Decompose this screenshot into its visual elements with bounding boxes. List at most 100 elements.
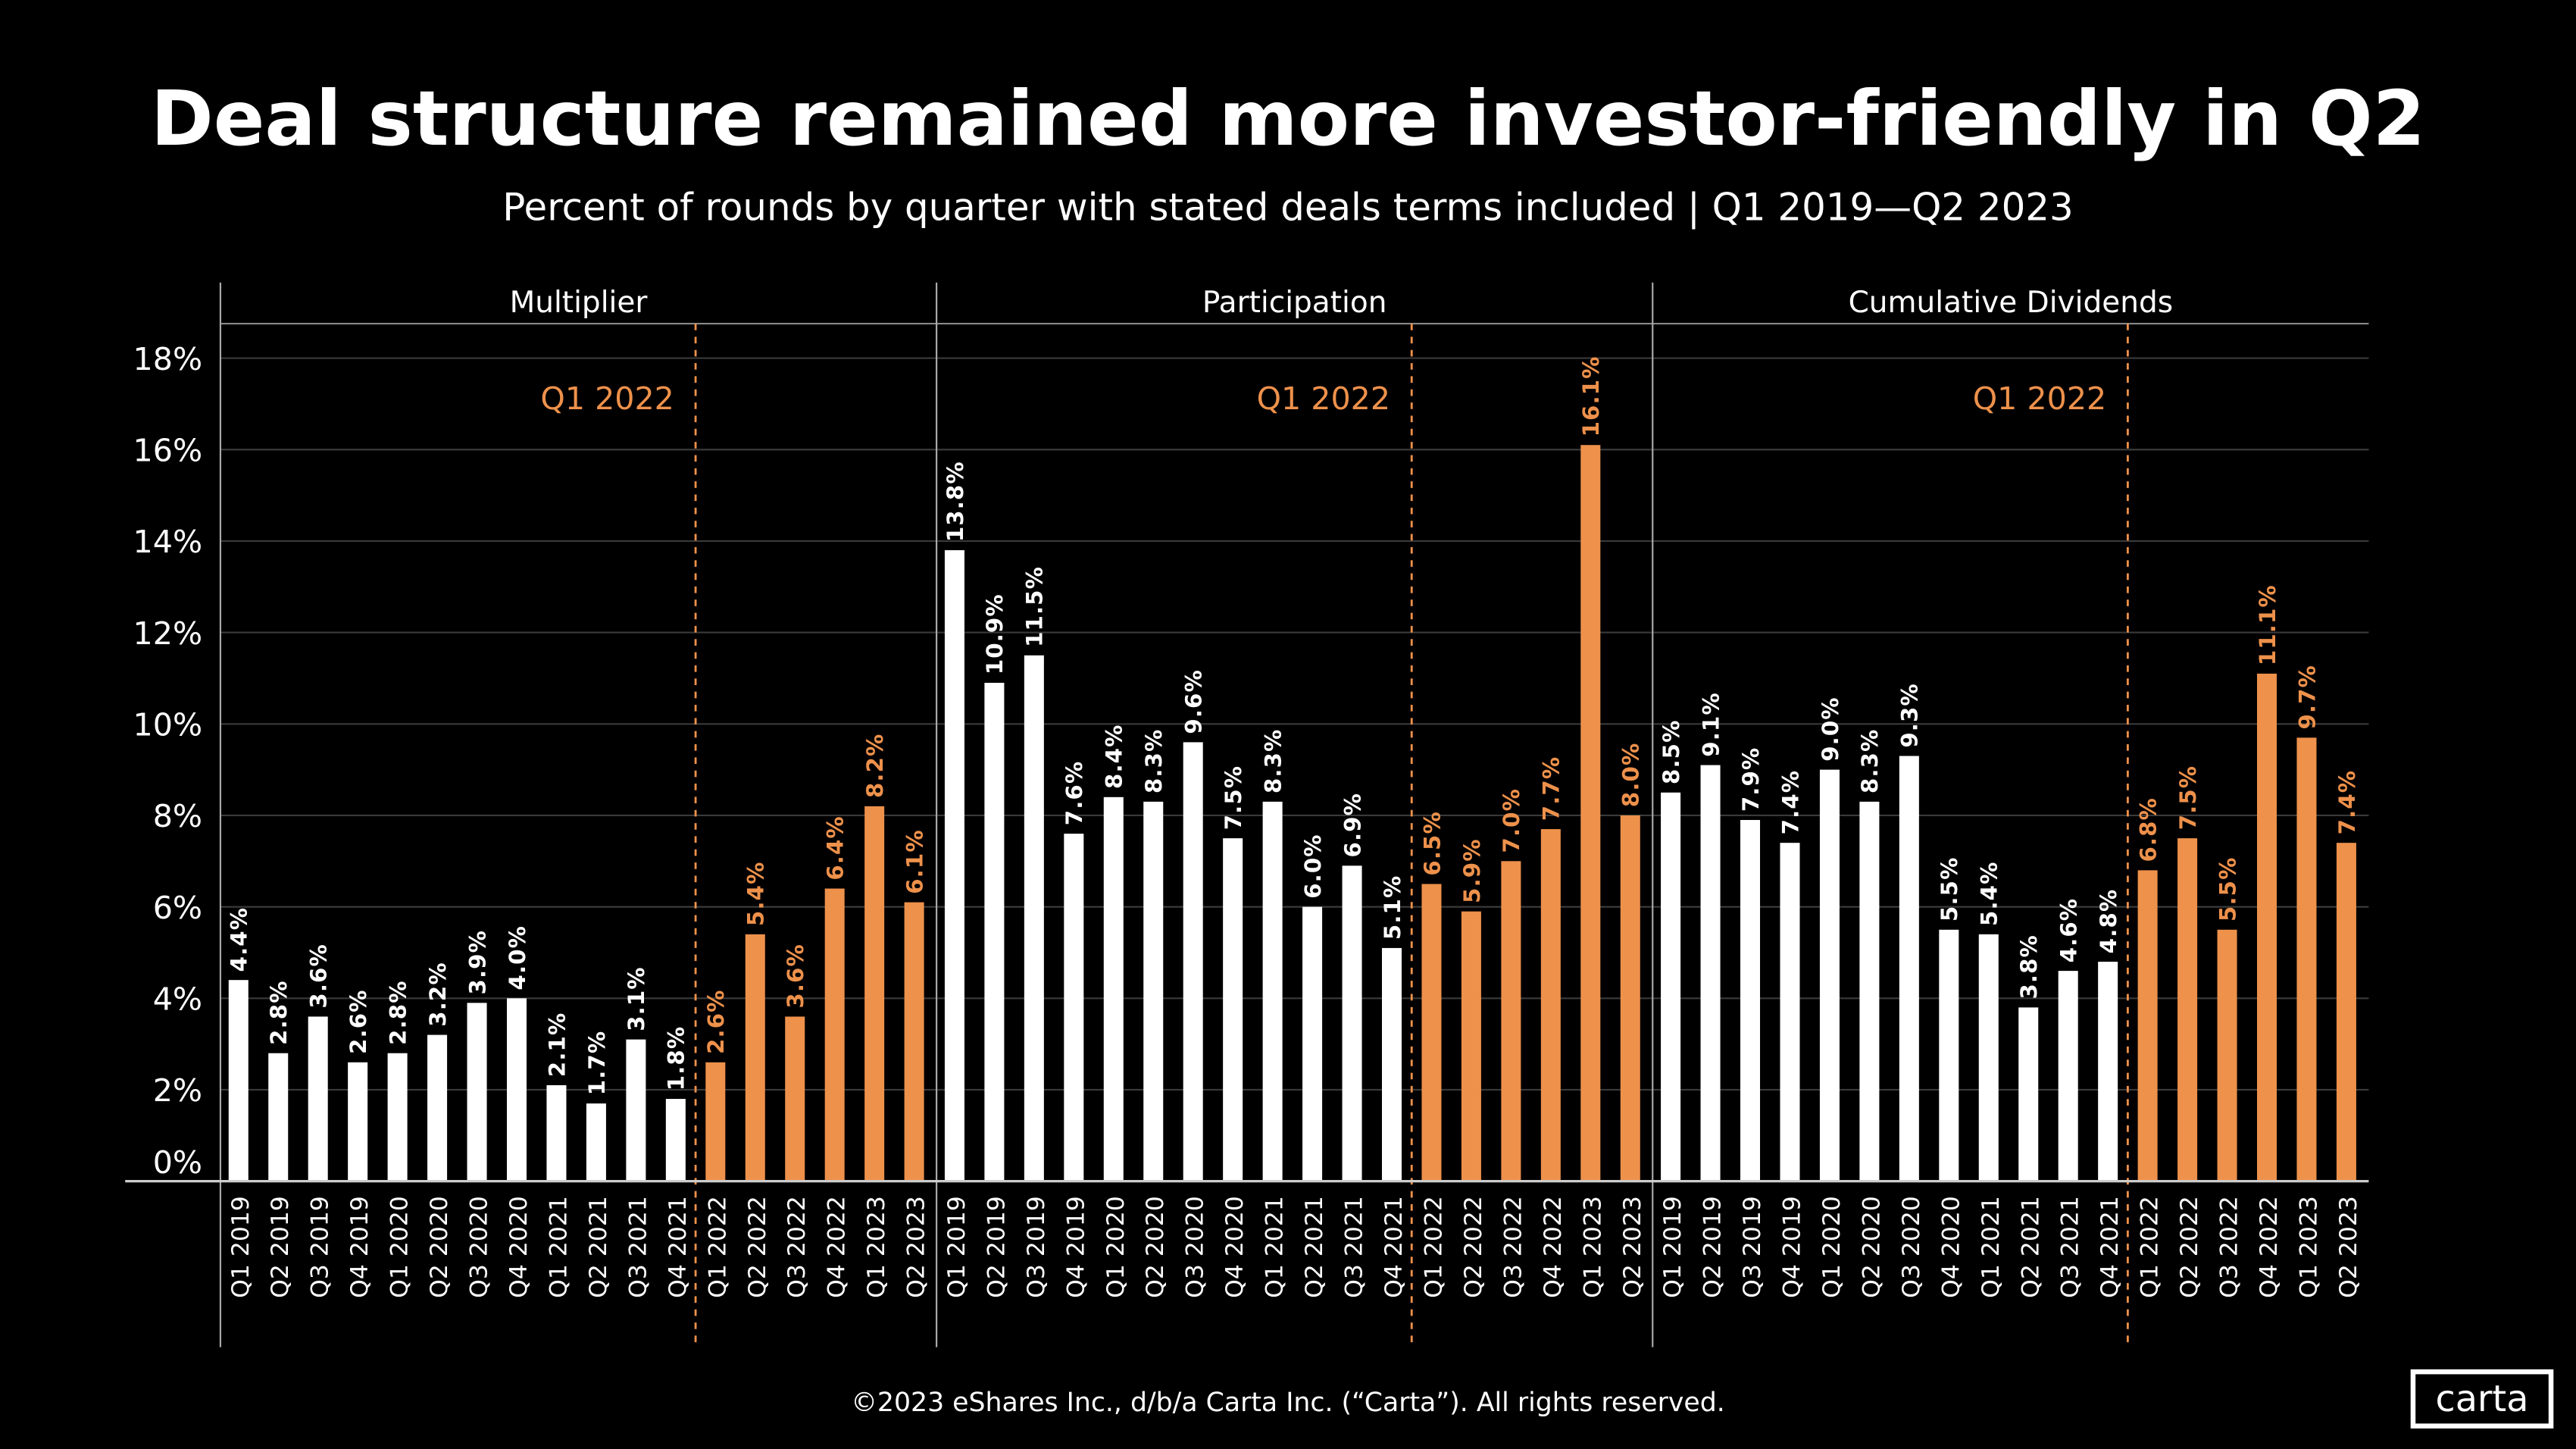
- chart-subtitle: Percent of rounds by quarter with stated…: [502, 185, 2073, 229]
- bar: [824, 888, 845, 1181]
- bar-value-label: 6.4%: [823, 815, 849, 880]
- bar: [2018, 1007, 2039, 1181]
- bar: [1978, 934, 1999, 1181]
- bar: [626, 1039, 646, 1181]
- bar: [228, 980, 249, 1181]
- x-tick-label: Q3 2019: [1023, 1196, 1050, 1298]
- y-tick-label: 14%: [133, 524, 203, 560]
- x-tick-label: Q2 2021: [585, 1196, 612, 1298]
- bar: [1899, 756, 1919, 1181]
- x-tick-label: Q4 2020: [1937, 1196, 1965, 1298]
- bar: [1183, 742, 1203, 1181]
- x-tick-label: Q3 2022: [1499, 1196, 1527, 1298]
- bar-value-label: 3.6%: [306, 944, 332, 1008]
- q1-2022-marker-label: Q1 2022: [1257, 380, 1390, 417]
- carta-logo: carta: [2410, 1369, 2554, 1429]
- bar: [1461, 911, 1481, 1181]
- bar-value-label: 7.6%: [1061, 761, 1087, 825]
- bar: [467, 1003, 487, 1181]
- bar: [1540, 829, 1561, 1181]
- x-tick-label: Q1 2020: [1818, 1196, 1846, 1298]
- bar: [785, 1016, 805, 1181]
- bar-value-label: 7.9%: [1738, 747, 1764, 812]
- bar-value-label: 5.4%: [743, 862, 769, 926]
- bar-value-label: 6.5%: [1419, 811, 1445, 875]
- copyright-footer: ©2023 eShares Inc., d/b/a Carta Inc. (“C…: [851, 1388, 1724, 1418]
- bar-value-label: 6.8%: [2135, 797, 2161, 862]
- bar: [506, 998, 527, 1181]
- bar-value-label: 2.8%: [385, 980, 411, 1044]
- x-tick-label: Q4 2021: [2096, 1196, 2124, 1298]
- bar: [1580, 445, 1601, 1181]
- x-tick-label: Q3 2022: [783, 1196, 811, 1298]
- bar: [1620, 815, 1640, 1181]
- bar-value-label: 7.5%: [2175, 765, 2201, 830]
- x-tick-label: Q1 2019: [227, 1196, 255, 1298]
- x-tick-label: Q3 2019: [307, 1196, 334, 1298]
- x-tick-label: Q1 2020: [1102, 1196, 1130, 1298]
- x-tick-label: Q4 2021: [664, 1196, 692, 1298]
- bar: [1740, 819, 1761, 1181]
- bar-value-label: 8.0%: [1618, 743, 1644, 807]
- q1-2022-marker-label: Q1 2022: [540, 380, 674, 417]
- bar: [904, 902, 924, 1181]
- bar: [1700, 765, 1721, 1181]
- bar: [745, 934, 765, 1181]
- bar: [1939, 929, 1959, 1181]
- x-tick-label: Q2 2023: [1619, 1196, 1646, 1298]
- x-tick-label: Q2 2022: [1460, 1196, 1487, 1298]
- bar-value-label: 7.7%: [1539, 756, 1565, 821]
- y-tick-label: 12%: [133, 615, 203, 652]
- y-tick-label: 10%: [133, 706, 203, 743]
- bar: [665, 1099, 686, 1181]
- x-tick-label: Q2 2022: [2176, 1196, 2203, 1298]
- x-tick-label: Q1 2021: [1261, 1196, 1289, 1298]
- bar-value-label: 3.2%: [425, 962, 451, 1026]
- x-tick-label: Q3 2020: [1182, 1196, 1209, 1298]
- bar-value-label: 3.9%: [464, 930, 490, 994]
- bar-value-label: 6.1%: [902, 829, 927, 893]
- y-tick-label: 18%: [133, 341, 203, 377]
- x-tick-label: Q2 2019: [1699, 1196, 1727, 1298]
- x-tick-label: Q4 2022: [1540, 1196, 1567, 1298]
- x-tick-label: Q3 2021: [624, 1196, 652, 1298]
- x-tick-label: Q4 2019: [1062, 1196, 1089, 1298]
- x-tick-label: Q3 2020: [1898, 1196, 1925, 1298]
- x-tick-label: Q2 2021: [2017, 1196, 2044, 1298]
- y-tick-label: 16%: [133, 432, 203, 468]
- bar: [268, 1053, 289, 1181]
- bar-value-label: 3.6%: [783, 944, 808, 1008]
- bar-value-label: 5.1%: [1380, 875, 1405, 940]
- bar: [308, 1016, 328, 1181]
- y-tick-label: 4%: [153, 981, 202, 1017]
- x-tick-label: Q3 2021: [2057, 1196, 2084, 1298]
- bar: [1381, 947, 1402, 1181]
- y-tick-label: 8%: [153, 798, 202, 834]
- bar-value-label: 11.5%: [1022, 566, 1048, 647]
- x-tick-label: Q2 2020: [1142, 1196, 1169, 1298]
- x-tick-label: Q4 2020: [1221, 1196, 1249, 1298]
- x-tick-label: Q2 2020: [1858, 1196, 1885, 1298]
- bar-value-label: 4.6%: [2056, 898, 2082, 962]
- bar-value-label: 6.9%: [1340, 793, 1365, 857]
- x-tick-label: Q2 2020: [426, 1196, 453, 1298]
- x-tick-label: Q2 2023: [903, 1196, 930, 1298]
- panel-title: Cumulative Dividends: [1849, 286, 2174, 320]
- bar-value-label: 2.1%: [544, 1012, 570, 1077]
- y-tick-label: 0%: [153, 1144, 202, 1181]
- bar-value-label: 1.7%: [584, 1031, 610, 1095]
- bar-value-label: 9.7%: [2294, 665, 2320, 729]
- x-tick-label: Q2 2023: [2335, 1196, 2362, 1298]
- bar-value-label: 8.3%: [1141, 729, 1167, 793]
- bar: [2177, 838, 2198, 1181]
- x-tick-label: Q1 2022: [704, 1196, 731, 1298]
- bar: [2058, 971, 2078, 1181]
- y-tick-label: 2%: [153, 1072, 202, 1109]
- bar: [2217, 929, 2237, 1181]
- bar: [1064, 834, 1084, 1181]
- x-tick-label: Q1 2021: [545, 1196, 572, 1298]
- x-tick-label: Q1 2020: [386, 1196, 414, 1298]
- bar: [1143, 801, 1164, 1181]
- bar-value-label: 1.8%: [664, 1026, 689, 1091]
